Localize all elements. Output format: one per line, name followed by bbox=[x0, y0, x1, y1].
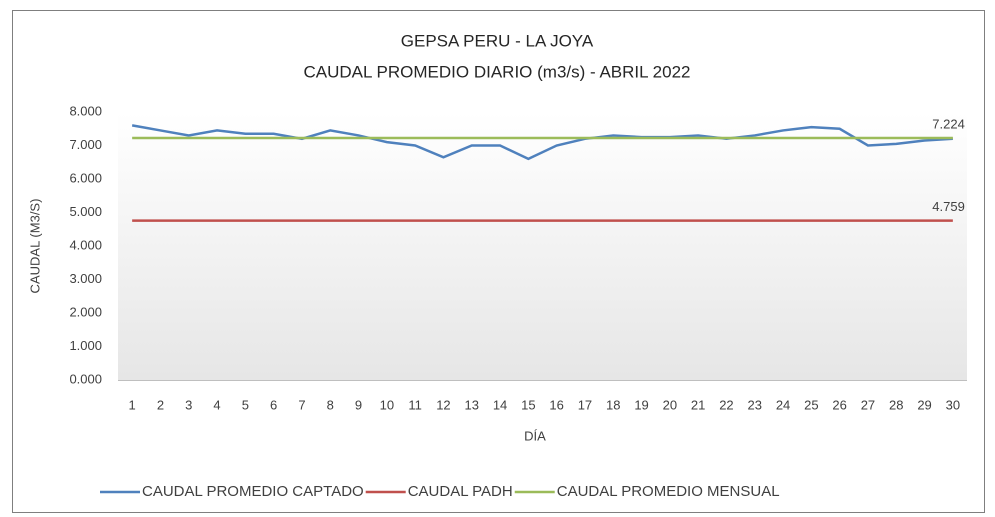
x-tick-label: 1 bbox=[129, 397, 136, 412]
x-tick-label: 29 bbox=[917, 397, 931, 412]
x-tick-label: 16 bbox=[549, 397, 563, 412]
x-tick-label: 5 bbox=[242, 397, 249, 412]
x-tick-label: 23 bbox=[748, 397, 762, 412]
legend-label: CAUDAL PROMEDIO CAPTADO bbox=[142, 483, 364, 500]
x-axis-label: DÍA bbox=[524, 428, 546, 443]
x-tick-label: 19 bbox=[634, 397, 648, 412]
x-tick-label: 20 bbox=[663, 397, 677, 412]
x-tick-label: 3 bbox=[185, 397, 192, 412]
y-tick-label: 0.000 bbox=[69, 371, 102, 386]
chart-subtitle: CAUDAL PROMEDIO DIARIO (m3/s) - ABRIL 20… bbox=[304, 62, 691, 81]
y-tick-label: 5.000 bbox=[69, 204, 102, 219]
x-tick-label: 27 bbox=[861, 397, 875, 412]
x-tick-label: 7 bbox=[298, 397, 305, 412]
x-tick-label: 28 bbox=[889, 397, 903, 412]
y-tick-label: 6.000 bbox=[69, 170, 102, 185]
y-tick-label: 1.000 bbox=[69, 338, 102, 353]
y-tick-label: 8.000 bbox=[69, 103, 102, 118]
y-tick-label: 4.000 bbox=[69, 237, 102, 252]
legend-label: CAUDAL PADH bbox=[408, 483, 513, 500]
y-axis-label: CAUDAL (M3/S) bbox=[27, 199, 42, 294]
x-tick-label: 22 bbox=[719, 397, 733, 412]
x-tick-label: 14 bbox=[493, 397, 507, 412]
y-tick-label: 7.000 bbox=[69, 137, 102, 152]
x-tick-label: 30 bbox=[946, 397, 960, 412]
x-tick-label: 2 bbox=[157, 397, 164, 412]
x-tick-label: 8 bbox=[327, 397, 334, 412]
x-tick-label: 12 bbox=[436, 397, 450, 412]
x-tick-label: 11 bbox=[408, 397, 422, 412]
series-line bbox=[131, 124, 953, 161]
x-tick-label: 6 bbox=[270, 397, 277, 412]
x-tick-label: 26 bbox=[832, 397, 846, 412]
x-tick-label: 25 bbox=[804, 397, 818, 412]
plot-area bbox=[118, 112, 967, 380]
y-tick-label: 3.000 bbox=[69, 271, 102, 286]
x-tick-label: 18 bbox=[606, 397, 620, 412]
x-tick-label: 10 bbox=[380, 397, 394, 412]
x-tick-label: 9 bbox=[355, 397, 362, 412]
y-tick-label: 2.000 bbox=[69, 304, 102, 319]
x-tick-label: 17 bbox=[578, 397, 592, 412]
data-label: 7.224 bbox=[932, 116, 965, 131]
chart-title: GEPSA PERU - LA JOYA bbox=[401, 31, 594, 50]
x-tick-label: 4 bbox=[213, 397, 220, 412]
x-tick-label: 21 bbox=[691, 397, 705, 412]
x-tick-label: 15 bbox=[521, 397, 535, 412]
data-label: 4.759 bbox=[932, 199, 965, 214]
x-tick-label: 13 bbox=[465, 397, 479, 412]
x-tick-label: 24 bbox=[776, 397, 790, 412]
legend-label: CAUDAL PROMEDIO MENSUAL bbox=[557, 483, 780, 500]
